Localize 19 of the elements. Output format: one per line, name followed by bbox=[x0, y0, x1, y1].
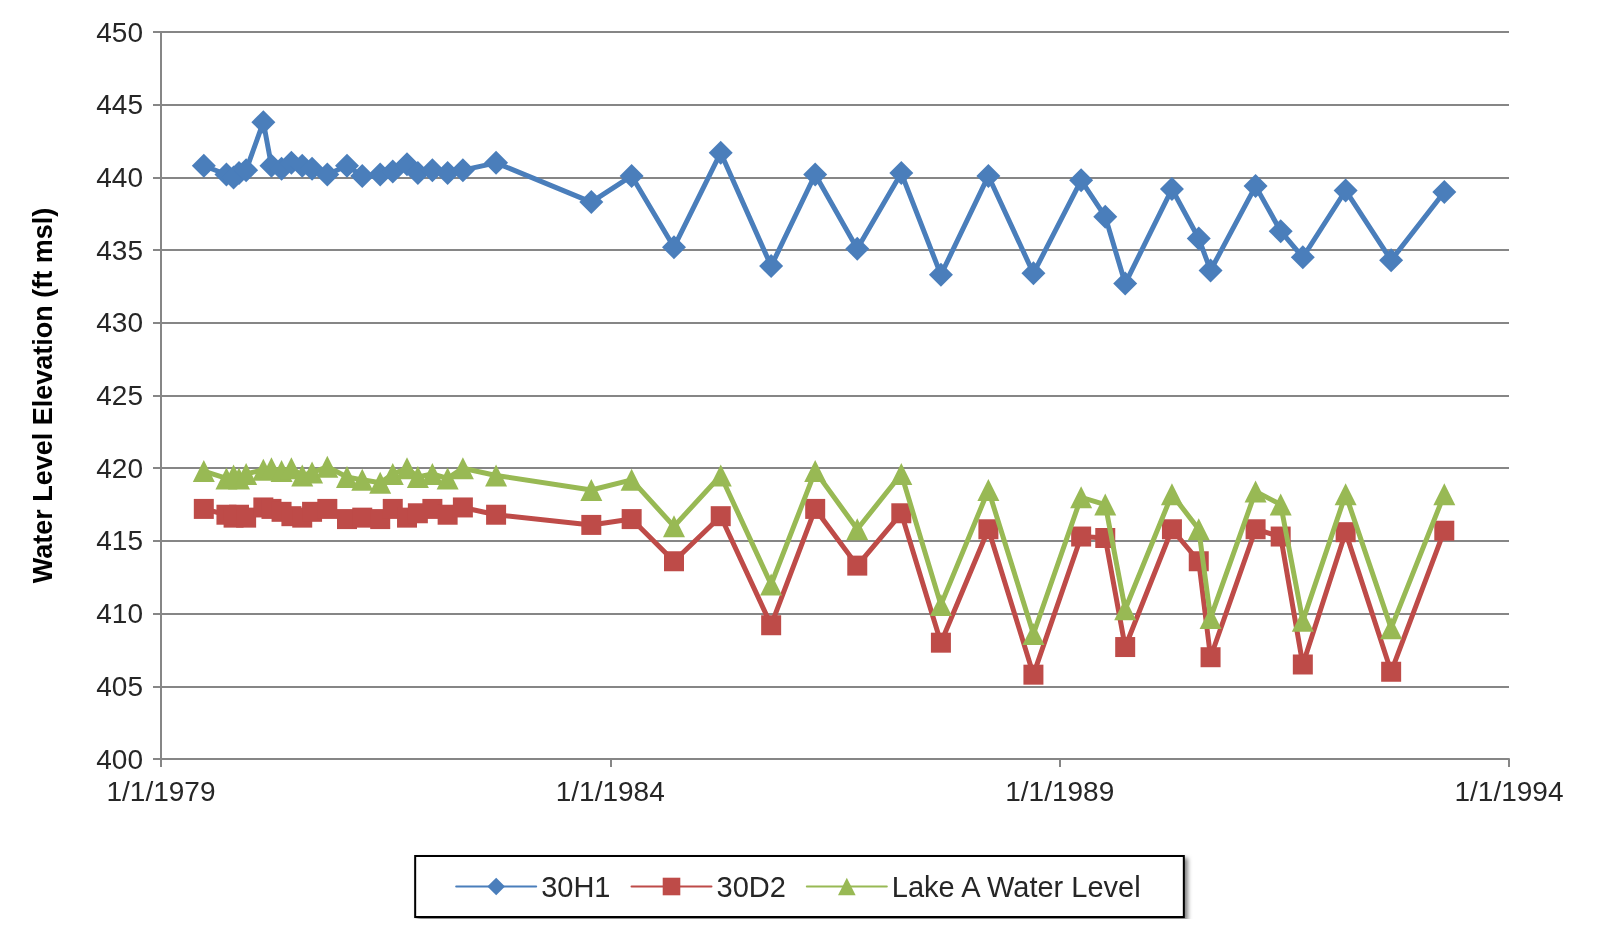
y-tick-label: 405 bbox=[96, 670, 143, 702]
y-tick-label: 400 bbox=[96, 743, 143, 775]
x-tick-label: 1/1/1989 bbox=[1005, 775, 1115, 807]
x-tick-label: 1/1/1979 bbox=[106, 775, 216, 807]
y-tick-label: 450 bbox=[96, 16, 143, 48]
y-tick-label: 445 bbox=[96, 89, 143, 121]
y-tick-label: 435 bbox=[96, 234, 143, 266]
x-tick-label: 1/1/1984 bbox=[555, 775, 665, 807]
y-tick-label: 430 bbox=[96, 307, 143, 339]
x-tick-label: 1/1/1994 bbox=[1454, 775, 1564, 807]
y-tick-label: 425 bbox=[96, 380, 143, 411]
legend-label: 30H1 bbox=[541, 870, 611, 903]
y-axis-title: Water Level Elevation (ft msl) bbox=[27, 207, 58, 584]
legend-label: 30D2 bbox=[716, 870, 786, 903]
y-tick-label: 410 bbox=[96, 598, 143, 630]
legend-label: Lake A Water Level bbox=[891, 870, 1141, 903]
y-tick-label: 440 bbox=[96, 161, 143, 193]
y-tick-label: 415 bbox=[96, 525, 143, 557]
y-tick-label: 420 bbox=[96, 452, 143, 484]
